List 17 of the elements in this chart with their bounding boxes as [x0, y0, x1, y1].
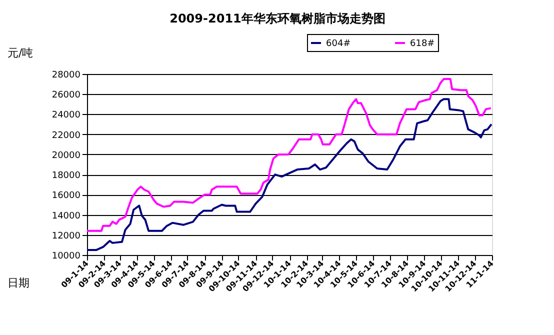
legend-label: 618#	[410, 39, 435, 49]
y-tick-label: 28000	[52, 70, 81, 80]
y-tick-label: 20000	[52, 150, 81, 161]
x-axis-title: 日期	[8, 276, 30, 290]
line-series	[86, 78, 492, 232]
y-tick-label: 10000	[52, 252, 81, 262]
y-tick-label: 16000	[52, 191, 81, 202]
y-tick-label: 12000	[52, 231, 81, 242]
y-tick-label: 14000	[52, 211, 81, 222]
y-tick-label: 22000	[52, 130, 81, 141]
y-tick-label: 18000	[52, 171, 81, 182]
y-axis-title: 元/吨	[8, 46, 34, 60]
legend-label: 604#	[326, 39, 351, 49]
chart-title: 2009-2011年华东环氧树脂市场走势图	[170, 12, 386, 26]
y-tick-label: 24000	[52, 110, 81, 121]
y-tick-label: 26000	[52, 90, 81, 101]
line-series	[86, 98, 492, 251]
